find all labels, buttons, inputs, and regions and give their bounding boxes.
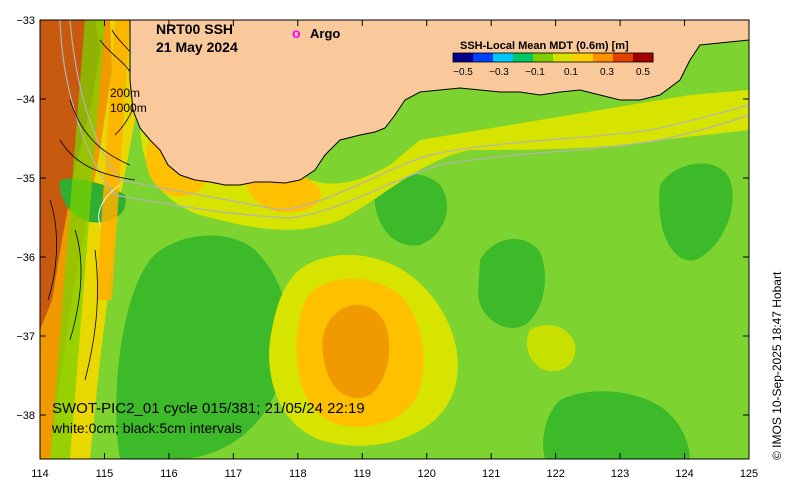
x-tick-label: 124 [675, 468, 693, 480]
x-tick-label: 125 [740, 468, 758, 480]
x-tick-label: 118 [289, 468, 307, 480]
colorbar-segment [473, 53, 494, 62]
colorbar-segment [593, 53, 614, 62]
y-tick-label: −37 [16, 331, 35, 343]
argo-symbol: o [292, 25, 301, 41]
colorbar-tick-label: 0.5 [636, 67, 650, 78]
colorbar-segment [553, 53, 574, 62]
x-tick-label: 116 [160, 468, 178, 480]
colorbar-title: SSH-Local Mean MDT (0.6m) [m] [460, 40, 629, 52]
x-tick-label: 123 [611, 468, 629, 480]
ssh-field-orange-eddy-core [322, 304, 390, 399]
x-tick-label: 120 [418, 468, 436, 480]
colorbar-segment [573, 53, 594, 62]
x-tick-label: 114 [31, 468, 49, 480]
ssh-field-dark-green-west [116, 235, 290, 459]
title-line1: NRT00 SSH [156, 21, 233, 37]
plot-frame [39, 19, 750, 460]
bathymetry-1000m-contour [59, 20, 749, 219]
y-axis-ticks: −33 −34 −35 −36 −37 −38 [16, 15, 749, 422]
ssh-field-yellow-southeast [526, 325, 576, 372]
colorbar-segment [453, 53, 474, 62]
colorbar-tick-label: 0.3 [600, 67, 614, 78]
colorbar-tick-label: −0.5 [453, 67, 473, 78]
y-tick-label: −33 [16, 15, 35, 27]
colorbar-segment [613, 53, 634, 62]
depth-label-200m: 200m [110, 86, 140, 100]
colorbar-segment [493, 53, 514, 62]
title-line2: 21 May 2024 [156, 39, 238, 55]
ssh-field-dark-green-east [478, 238, 545, 328]
colorbar-ticks: −0.5 −0.3 −0.1 0.1 0.3 0.5 [453, 67, 650, 78]
y-tick-label: −38 [16, 410, 35, 422]
colorbar-tick-label: −0.1 [525, 67, 545, 78]
contour-annotation: white:0cm; black:5cm intervals [51, 420, 242, 436]
ssh-field-dark-green-far-east [659, 163, 733, 261]
x-tick-label: 119 [353, 468, 371, 480]
copyright-text: © IMOS 10-Sep-2025 18:47 Hobart [770, 271, 784, 460]
map-plot-area [40, 20, 749, 459]
colorbar [452, 52, 654, 63]
ssh-field-dark-green-south [543, 391, 690, 459]
swot-swath-outer [96, 20, 130, 300]
y-tick-label: −36 [16, 252, 35, 264]
x-axis-ticks: 114 115 116 117 118 119 120 121 122 123 124 125 [31, 20, 758, 480]
x-tick-label: 121 [482, 468, 500, 480]
x-tick-label: 122 [546, 468, 564, 480]
colorbar-tick-label: −0.3 [489, 67, 509, 78]
y-tick-label: −34 [16, 94, 35, 106]
argo-label: Argo [310, 26, 340, 41]
colorbar-tick-label: 0.1 [564, 67, 578, 78]
colorbar-segment [533, 53, 554, 62]
x-tick-label: 117 [225, 468, 243, 480]
colorbar-segment [513, 53, 534, 62]
white-0cm-contours [98, 184, 121, 226]
colorbar-frame [452, 52, 654, 63]
swot-annotation: SWOT-PIC2_01 cycle 015/381; 21/05/24 22:… [52, 400, 365, 417]
colorbar-segment [633, 53, 654, 62]
bathymetry-200m-contour [69, 20, 749, 211]
depth-label-1000m: 1000m [110, 101, 147, 115]
y-tick-label: −35 [16, 173, 35, 185]
ssh-field-dark-green-central [374, 173, 448, 246]
x-tick-label: 115 [96, 468, 114, 480]
